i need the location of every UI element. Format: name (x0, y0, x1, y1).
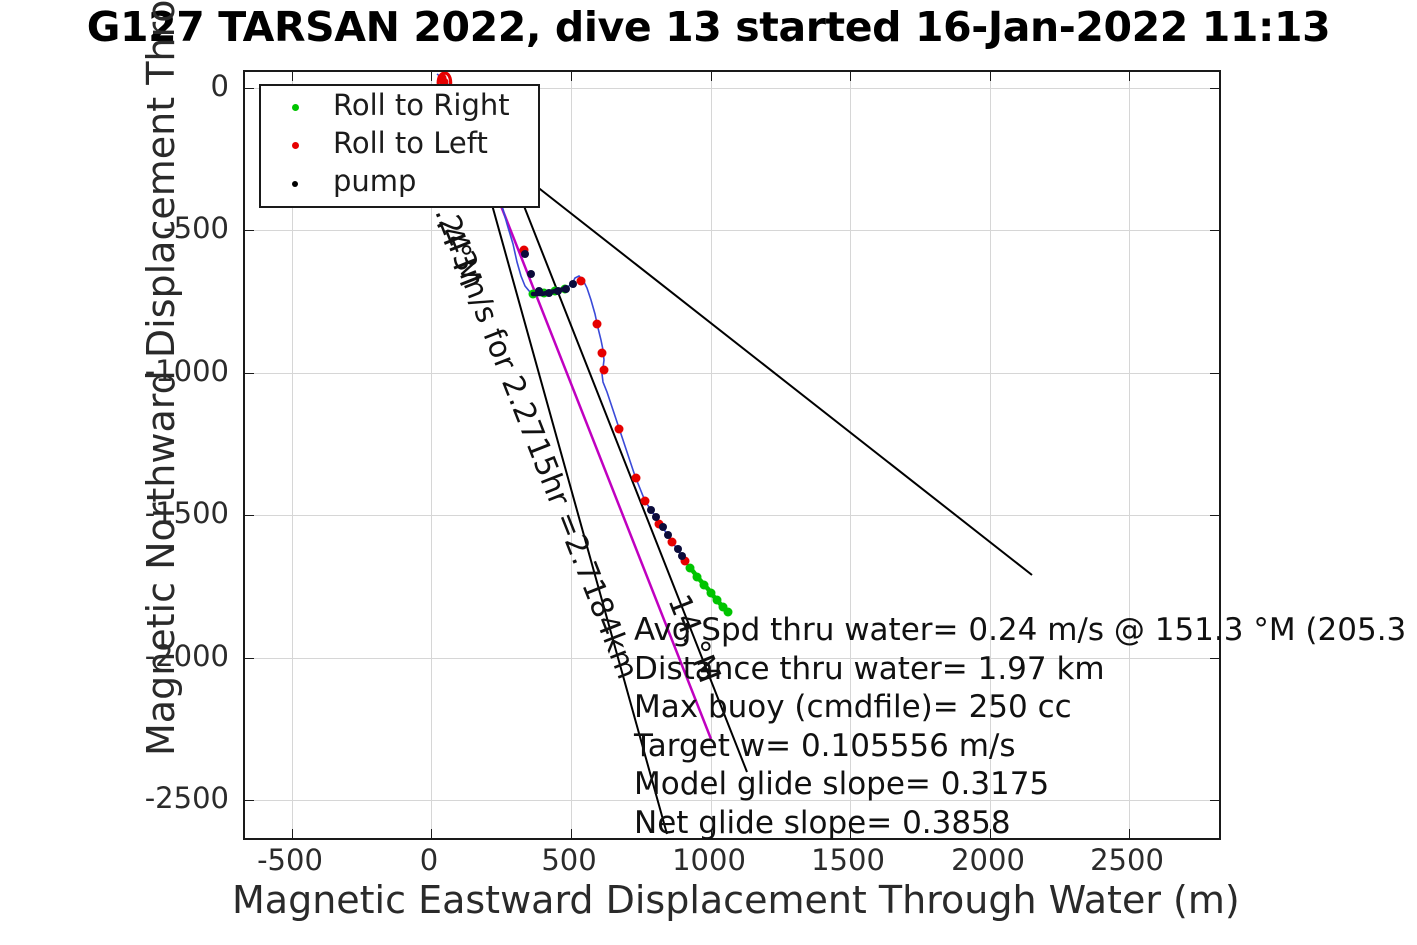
legend-marker-pump-icon (281, 172, 309, 191)
y-tick-label: -1000 (29, 354, 229, 388)
y-tick-label: -2500 (29, 781, 229, 815)
y-tick-label: -500 (29, 211, 229, 245)
chart-root: G127 TARSAN 2022, dive 13 started 16-Jan… (0, 0, 1417, 945)
x-tick-label: 0 (359, 843, 499, 877)
legend-label-roll-to-left: Roll to Left (333, 126, 488, 160)
x-tick-label: -500 (220, 843, 360, 877)
x-axis-label: Magnetic Eastward Displacement Through W… (232, 878, 1232, 922)
page-title: G127 TARSAN 2022, dive 13 started 16-Jan… (0, 2, 1417, 52)
x-tick-label: 500 (499, 843, 639, 877)
x-tick-label: 1500 (778, 843, 918, 877)
y-tick-label: -2000 (29, 639, 229, 673)
legend-item-roll-to-right: Roll to Right (261, 86, 538, 124)
roll-to-right-markers (529, 285, 733, 617)
legend-marker-roll-to-right-icon (281, 96, 309, 115)
x-tick-label: 2500 (1057, 843, 1197, 877)
x-tick-label: 2000 (918, 843, 1058, 877)
legend: Roll to Right Roll to Left pump (259, 84, 540, 208)
y-tick-label: 0 (29, 69, 229, 103)
legend-label-pump: pump (333, 164, 416, 198)
legend-label-roll-to-right: Roll to Right (333, 88, 510, 122)
legend-item-pump: pump (261, 162, 538, 200)
model-glide-line-shallow (531, 182, 1032, 575)
y-tick-label: -1500 (29, 496, 229, 530)
legend-marker-roll-to-left-icon (281, 134, 309, 153)
legend-item-roll-to-left: Roll to Left (261, 124, 538, 162)
x-tick-label: 1000 (639, 843, 779, 877)
